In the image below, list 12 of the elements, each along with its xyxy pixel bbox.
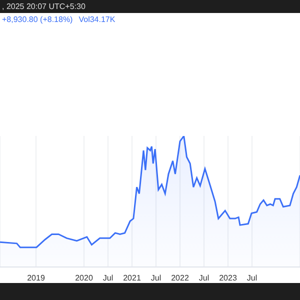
text: Vol34.17K (78, 14, 116, 26)
text: +8,930.80 (+8.18%) (2, 14, 73, 26)
x-tick-label: 2020 (75, 274, 94, 283)
x-tick-label: Jul (150, 274, 162, 283)
x-tick-label: Jul (102, 274, 114, 283)
text: , 2025 20:07 UTC+5:30 (0, 0, 300, 13)
x-tick-label: 2023 (219, 274, 238, 283)
x-tick-label: 2021 (123, 274, 142, 283)
x-tick-label: 2022 (171, 274, 190, 283)
x-tick-label: Jul (198, 274, 210, 283)
x-tick-label: Jul (246, 274, 258, 283)
x-tick-label: 2019 (27, 274, 46, 283)
